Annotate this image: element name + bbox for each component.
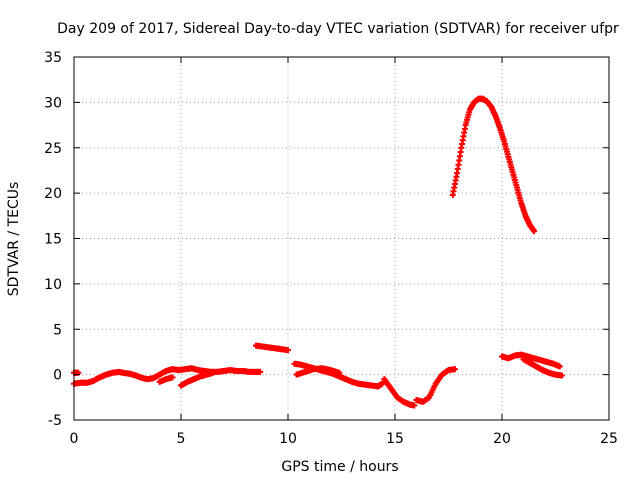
data-point [169,374,176,381]
data-point [285,347,291,354]
data-point [451,366,458,373]
data-point [336,369,343,376]
x-tick-label: 10 [279,431,297,447]
x-tick-label: 5 [177,431,186,447]
tick-labels: 0 5 10 15 20 25 -5 0 5 10 15 20 25 30 35 [44,50,618,447]
y-tick-label: 5 [53,322,62,338]
y-tick-label: 10 [44,277,62,293]
data-point [411,402,418,409]
chart-title: Day 209 of 2017, Sidereal Day-to-day VTE… [57,21,619,37]
y-tick-label: -5 [48,413,62,429]
axis-ticks [73,56,610,421]
y-tick-label: 0 [53,368,62,384]
x-axis-label: GPS time / hours [281,459,398,475]
x-tick-label: 0 [70,431,79,447]
data-point [210,369,217,376]
y-tick-label: 25 [44,141,62,157]
y-axis-label: SDTVAR / TECUs [6,182,22,297]
data-point [379,380,386,387]
data-point [556,363,563,370]
x-tick-label: 15 [386,431,404,447]
y-tick-label: 35 [44,50,62,66]
grid-lines [74,57,609,420]
x-tick-label: 20 [493,431,511,447]
data-point [257,368,264,375]
data-point [531,228,538,235]
data-points [71,95,565,409]
y-tick-label: 20 [44,186,62,202]
y-tick-label: 15 [44,232,62,248]
data-point [558,372,565,379]
x-tick-label: 25 [600,431,618,447]
y-tick-label: 30 [44,95,62,111]
